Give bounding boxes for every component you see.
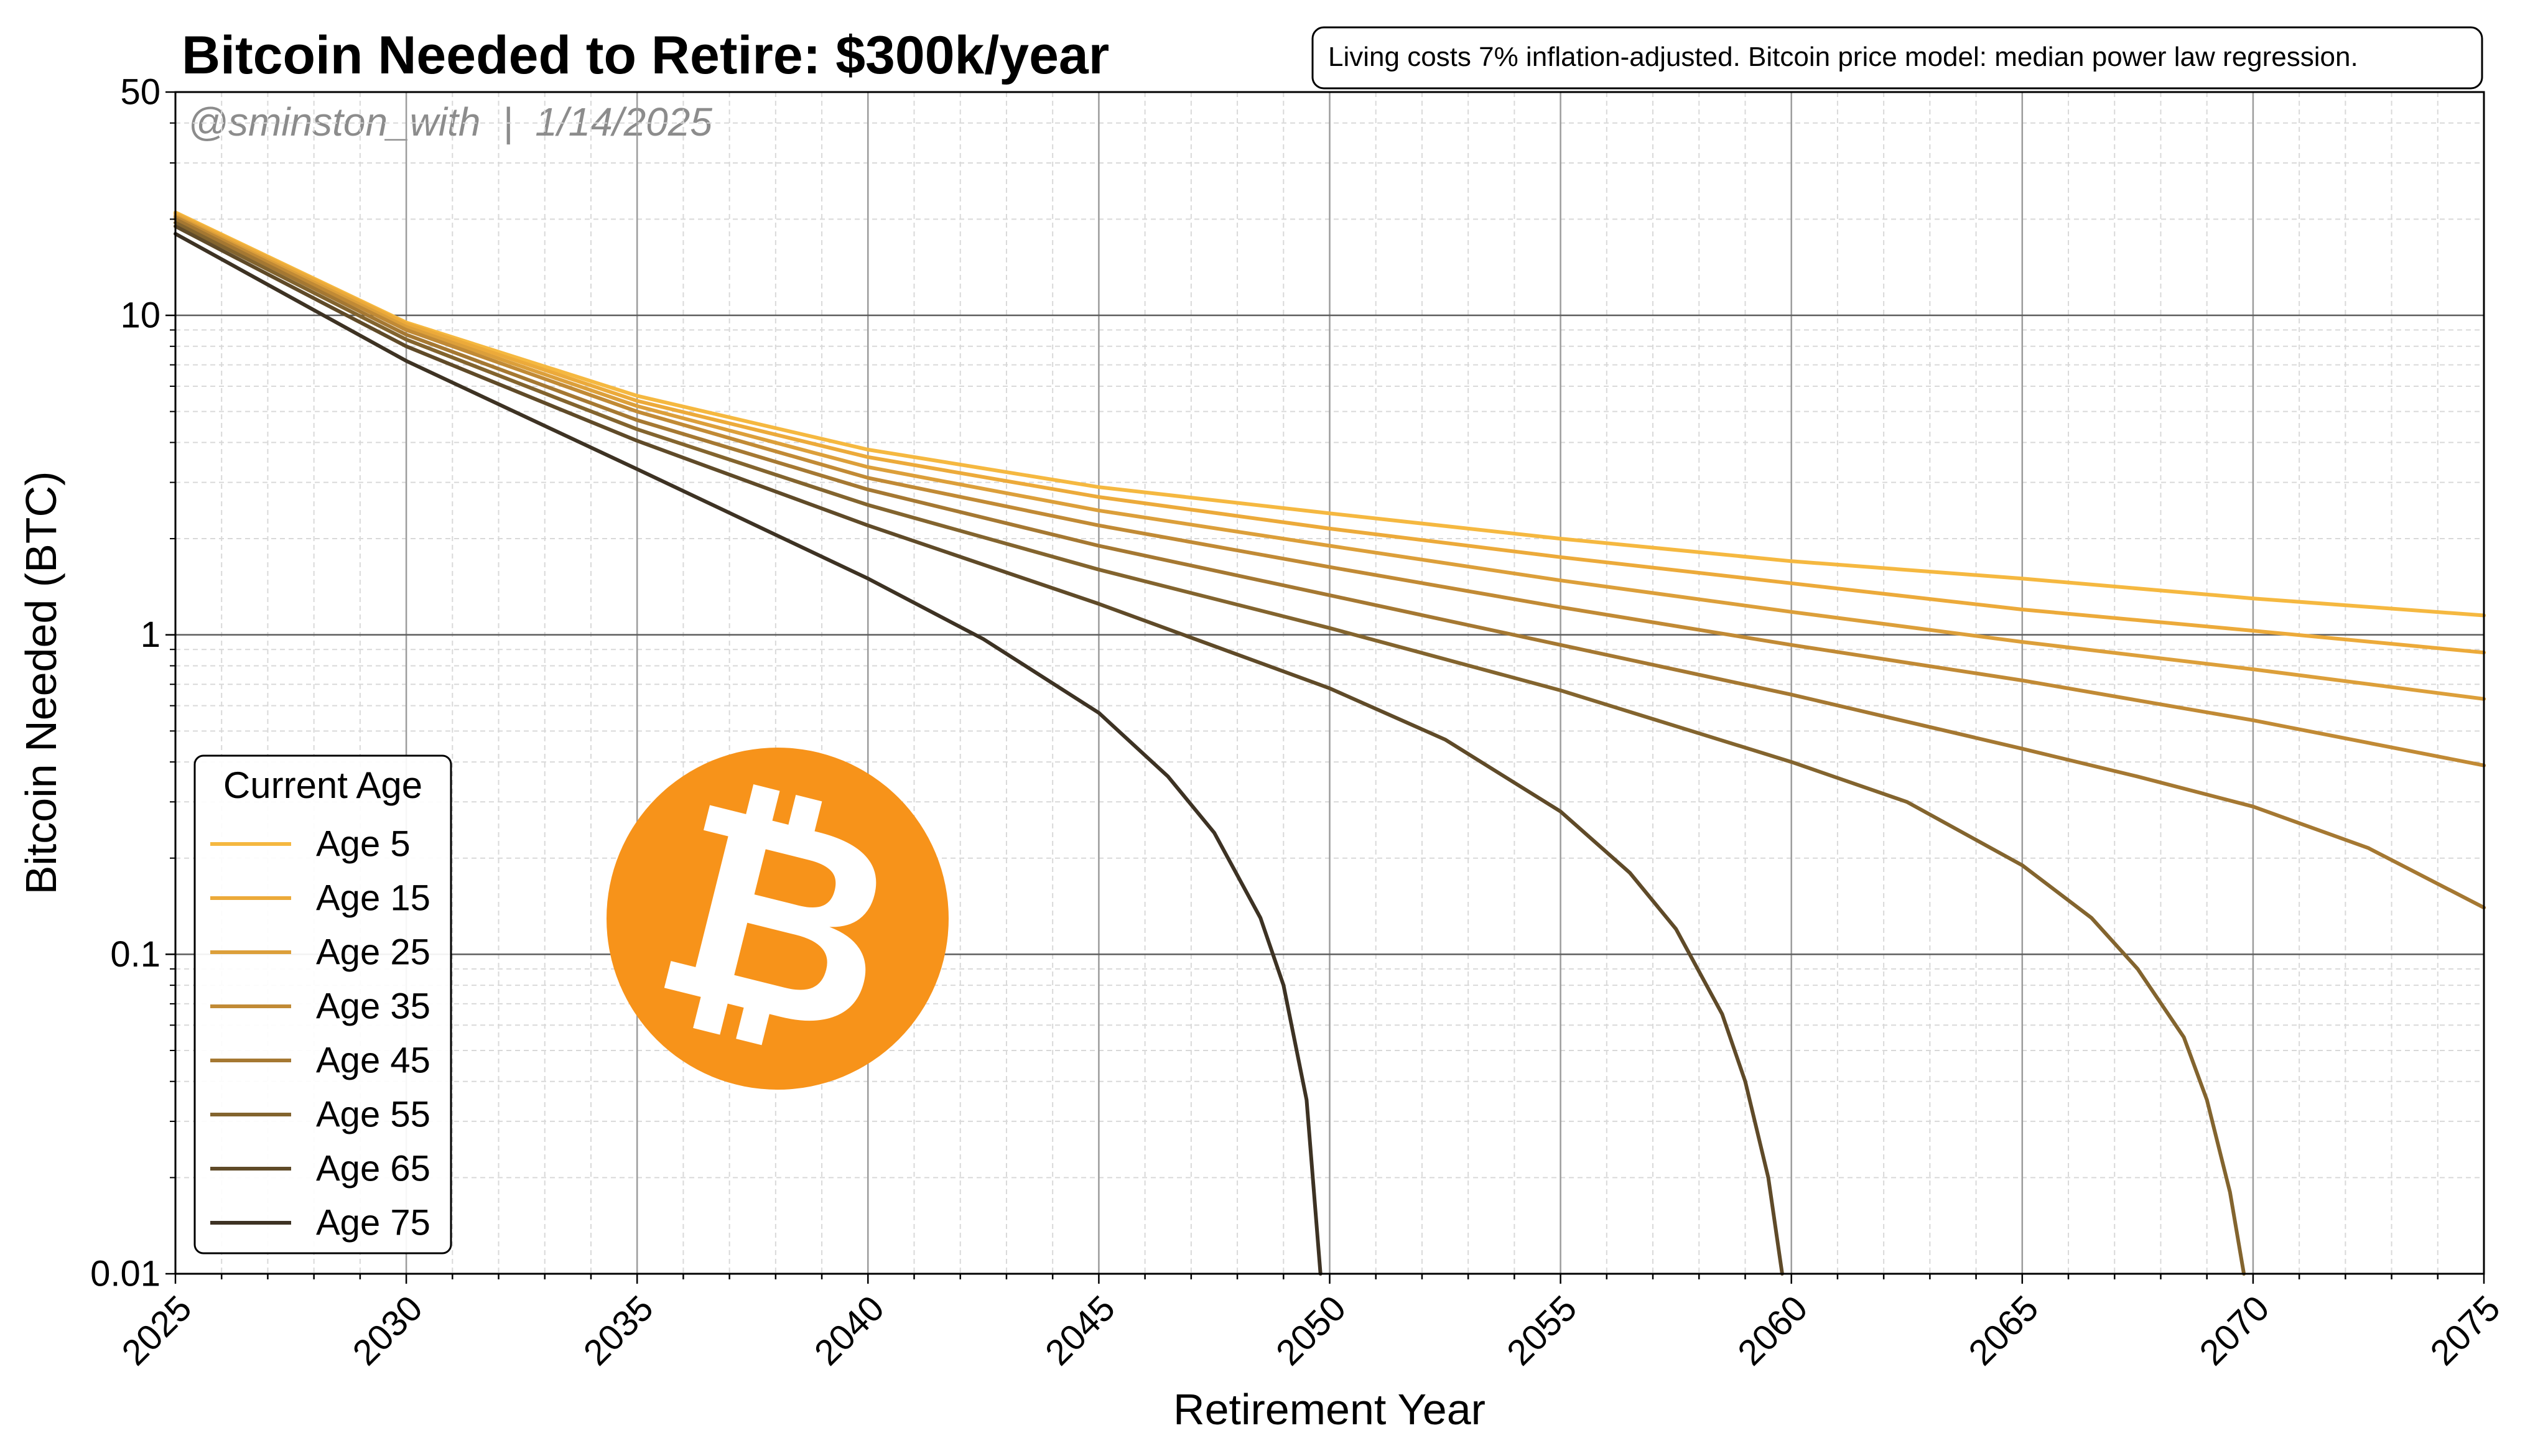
y-tick-label: 10 (120, 295, 160, 336)
y-axis-label: Bitcoin Needed (BTC) (17, 471, 65, 895)
legend: Current Age Age 5 Age 15 Age 25 Age 35 Age 4… (193, 754, 452, 1254)
legend-label: Age 5 (316, 824, 411, 865)
series-line-4 (174, 215, 2486, 767)
series-line-6 (174, 221, 2246, 1276)
note-text: Living costs 7% inflation-adjusted. Bitc… (1328, 42, 2358, 72)
legend-title: Current Age (223, 764, 422, 806)
series-layer (174, 210, 2486, 1276)
series-line-7 (174, 224, 1784, 1276)
y-axis: 0.01 0.1 1 10 50 (90, 72, 175, 1294)
y-tick-label: 1 (141, 614, 160, 655)
bitcoin-logo: ₿ (607, 737, 949, 1100)
chart-title: Bitcoin Needed to Retire: $300k/year (182, 26, 1109, 85)
series-line-5 (174, 217, 2486, 910)
legend-label: Age 65 (316, 1149, 430, 1189)
note-box-frame (1311, 26, 2483, 90)
bitcoin-logo-circle (607, 748, 949, 1090)
legend-label: Age 75 (316, 1203, 430, 1243)
legend-label: Age 55 (316, 1095, 430, 1135)
y-tick-label: 0.1 (110, 934, 160, 975)
x-axis-label: Retirement Year (1173, 1385, 1486, 1434)
series-line-3 (174, 213, 2486, 701)
series-line-8 (174, 231, 1323, 1276)
legend-label: Age 25 (316, 932, 430, 973)
y-tick-label: 50 (120, 72, 160, 113)
chart-subtitle: @sminston_with | 1/14/2025 (188, 100, 712, 145)
legend-label: Age 15 (316, 878, 430, 919)
series-line-2 (174, 211, 2486, 655)
y-tick-label: 0.01 (90, 1254, 160, 1294)
legend-frame (193, 754, 452, 1254)
note-box: Living costs 7% inflation-adjusted. Bitc… (1311, 26, 2483, 90)
legend-label: Age 35 (316, 986, 430, 1027)
series-line-1 (174, 210, 2486, 618)
legend-label: Age 45 (316, 1041, 430, 1081)
